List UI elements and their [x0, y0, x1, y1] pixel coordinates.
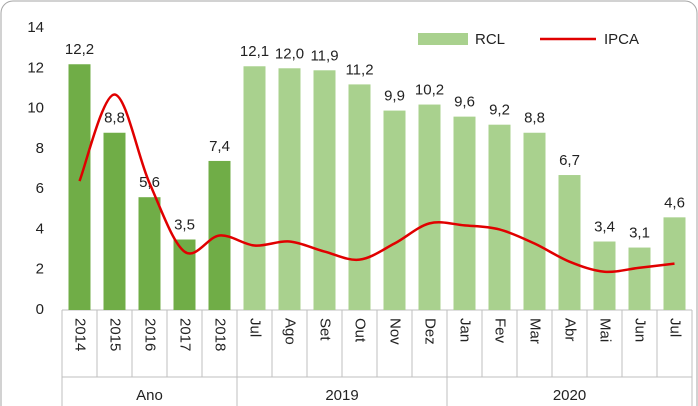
- data-label: 8,8: [524, 110, 545, 127]
- bar: [103, 132, 126, 310]
- group-label: Ano: [136, 387, 163, 404]
- bar: [628, 247, 651, 310]
- bar: [383, 110, 406, 310]
- x-tick-label: 2014: [72, 318, 89, 351]
- x-tick-label: Ago: [282, 318, 299, 345]
- y-tick-label: 2: [36, 261, 44, 278]
- bar: [453, 116, 476, 310]
- x-tick-label: 2018: [212, 318, 229, 351]
- y-tick-label: 14: [27, 19, 44, 36]
- x-tick-label: 2015: [107, 318, 124, 351]
- data-label: 12,2: [65, 41, 94, 58]
- data-label: 7,4: [209, 138, 230, 155]
- x-tick-label: 2016: [142, 318, 159, 351]
- bar: [348, 84, 371, 311]
- bar: [418, 104, 441, 311]
- data-label: 10,2: [415, 82, 444, 99]
- data-label: 12,0: [275, 45, 304, 62]
- data-label: 3,1: [629, 225, 650, 242]
- y-tick-label: 6: [36, 180, 44, 197]
- legend-swatch: [418, 33, 468, 45]
- group-label: 2019: [325, 387, 358, 404]
- data-label: 3,4: [594, 218, 615, 235]
- data-label: 12,1: [240, 43, 269, 60]
- data-label: 9,9: [384, 88, 405, 105]
- x-tick-label: 2017: [177, 318, 194, 351]
- bar: [173, 239, 196, 310]
- x-tick-label: Fev: [492, 318, 509, 344]
- data-label: 9,2: [489, 102, 510, 119]
- bar: [593, 241, 616, 310]
- x-tick-label: Jan: [457, 318, 474, 342]
- legend-label: IPCA: [604, 31, 639, 48]
- bar: [523, 132, 546, 310]
- data-label: 4,6: [664, 194, 685, 211]
- data-label: 3,5: [174, 216, 195, 233]
- group-label: 2020: [553, 387, 586, 404]
- x-tick-label: Abr: [562, 318, 579, 341]
- data-label: 8,8: [104, 110, 125, 127]
- y-tick-label: 12: [27, 59, 44, 76]
- bar: [278, 68, 301, 311]
- bar: [138, 197, 161, 310]
- x-tick-label: Jun: [632, 318, 649, 342]
- y-tick-label: 10: [27, 100, 44, 117]
- data-label: 11,2: [345, 61, 373, 78]
- x-tick-label: Set: [317, 318, 334, 341]
- line: [78, 93, 675, 274]
- y-tick-label: 0: [36, 301, 44, 318]
- data-label: 6,7: [559, 152, 580, 169]
- legend-label: RCL: [475, 31, 505, 48]
- y-tick-label: 8: [36, 140, 44, 157]
- x-tick-label: Out: [352, 318, 369, 343]
- x-tick-label: Nov: [387, 318, 404, 345]
- bar: [558, 175, 581, 310]
- data-label: 11,9: [310, 47, 338, 64]
- x-tick-label: Mar: [527, 318, 544, 344]
- x-tick-label: Dez: [422, 318, 439, 345]
- x-tick-label: Mai: [597, 318, 614, 342]
- bar: [243, 66, 266, 311]
- bar: [488, 124, 511, 310]
- data-label: 9,6: [454, 94, 475, 111]
- x-tick-label: Jul: [667, 318, 684, 337]
- x-tick-label: Jul: [247, 318, 264, 337]
- y-tick-label: 4: [36, 220, 44, 237]
- bar: [68, 64, 91, 310]
- bar: [313, 70, 336, 310]
